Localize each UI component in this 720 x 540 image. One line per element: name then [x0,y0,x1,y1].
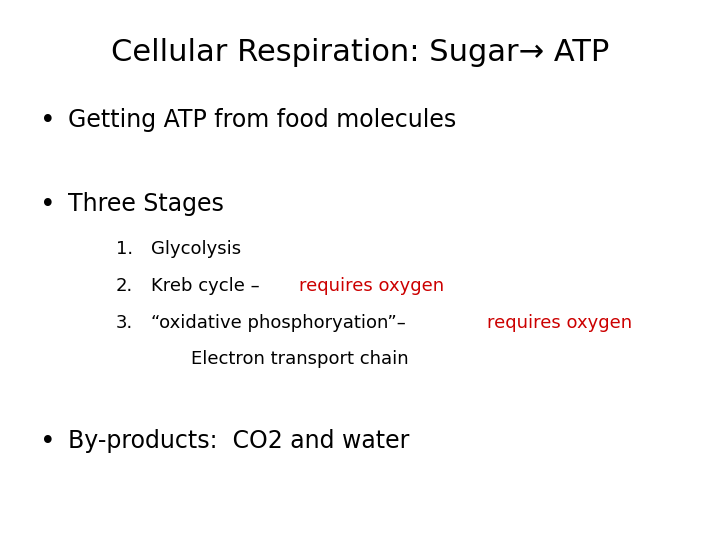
Text: Kreb cycle –: Kreb cycle – [151,277,266,295]
Text: requires oxygen: requires oxygen [299,277,444,295]
Text: Getting ATP from food molecules: Getting ATP from food molecules [68,108,456,132]
Text: Glycolysis: Glycolysis [151,240,241,258]
Text: Electron transport chain: Electron transport chain [191,350,408,368]
Text: •: • [40,429,55,455]
Text: “oxidative phosphoryation”–: “oxidative phosphoryation”– [151,314,412,332]
Text: By-products:  CO2 and water: By-products: CO2 and water [68,429,410,453]
Text: 2.: 2. [116,277,133,295]
Text: •: • [40,108,55,134]
Text: requires oxygen: requires oxygen [487,314,632,332]
Text: Three Stages: Three Stages [68,192,224,215]
Text: Cellular Respiration: Sugar→ ATP: Cellular Respiration: Sugar→ ATP [111,38,609,67]
Text: 3.: 3. [116,314,133,332]
Text: 1.: 1. [116,240,133,258]
Text: •: • [40,192,55,218]
